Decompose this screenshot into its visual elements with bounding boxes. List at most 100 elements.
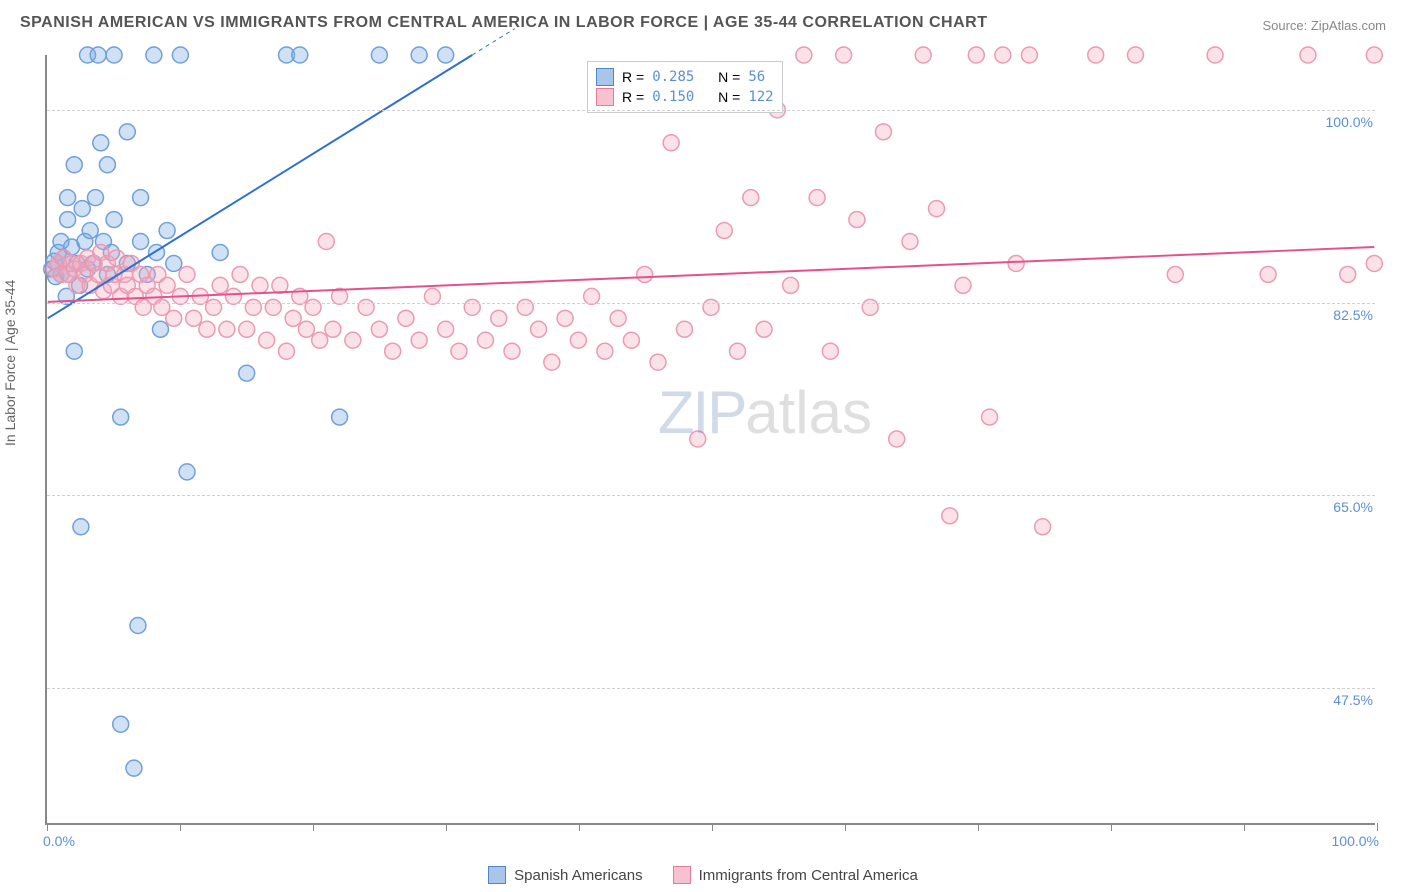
data-point bbox=[783, 277, 799, 293]
data-point bbox=[99, 157, 115, 173]
r-label: R = bbox=[622, 69, 644, 85]
data-point bbox=[411, 47, 427, 63]
data-point bbox=[371, 47, 387, 63]
data-point bbox=[106, 47, 122, 63]
data-point bbox=[756, 321, 772, 337]
data-point bbox=[650, 354, 666, 370]
data-point bbox=[239, 321, 255, 337]
data-point bbox=[942, 508, 958, 524]
data-point bbox=[544, 354, 560, 370]
swatch-icon bbox=[488, 866, 506, 884]
data-point bbox=[292, 47, 308, 63]
data-point bbox=[345, 332, 361, 348]
data-point bbox=[166, 255, 182, 271]
data-point bbox=[478, 332, 494, 348]
data-point bbox=[822, 343, 838, 359]
data-point bbox=[93, 135, 109, 151]
data-point bbox=[743, 190, 759, 206]
data-point bbox=[716, 223, 732, 239]
data-point bbox=[955, 277, 971, 293]
data-point bbox=[133, 190, 149, 206]
data-point bbox=[982, 409, 998, 425]
x-tick bbox=[579, 823, 580, 831]
data-point bbox=[279, 343, 295, 359]
data-point bbox=[60, 190, 76, 206]
data-point bbox=[88, 190, 104, 206]
data-point bbox=[74, 201, 90, 217]
data-point bbox=[312, 332, 328, 348]
swatch-icon bbox=[673, 866, 691, 884]
data-point bbox=[371, 321, 387, 337]
data-point bbox=[597, 343, 613, 359]
data-point bbox=[809, 190, 825, 206]
data-point bbox=[90, 47, 106, 63]
x-tick bbox=[712, 823, 713, 831]
data-point bbox=[730, 343, 746, 359]
data-point bbox=[411, 332, 427, 348]
data-point bbox=[504, 343, 520, 359]
data-point bbox=[212, 277, 228, 293]
data-point bbox=[929, 201, 945, 217]
data-point bbox=[1035, 519, 1051, 535]
data-point bbox=[1207, 47, 1223, 63]
data-point bbox=[298, 321, 314, 337]
n-value: 56 bbox=[748, 69, 765, 85]
data-point bbox=[113, 716, 129, 732]
y-tick-label: 65.0% bbox=[1329, 499, 1377, 515]
data-point bbox=[172, 47, 188, 63]
data-point bbox=[836, 47, 852, 63]
data-point bbox=[166, 310, 182, 326]
data-point bbox=[159, 277, 175, 293]
data-point bbox=[889, 431, 905, 447]
data-point bbox=[259, 332, 275, 348]
data-point bbox=[60, 212, 76, 228]
data-point bbox=[232, 266, 248, 282]
data-point bbox=[73, 519, 89, 535]
gridline bbox=[47, 495, 1375, 496]
data-point bbox=[968, 47, 984, 63]
data-point bbox=[239, 365, 255, 381]
data-point bbox=[106, 212, 122, 228]
x-tick bbox=[313, 823, 314, 831]
gridline bbox=[47, 303, 1375, 304]
data-point bbox=[690, 431, 706, 447]
data-point bbox=[1088, 47, 1104, 63]
data-point bbox=[325, 321, 341, 337]
data-point bbox=[531, 321, 547, 337]
data-point bbox=[451, 343, 467, 359]
data-point bbox=[133, 234, 149, 250]
data-point bbox=[796, 47, 812, 63]
data-point bbox=[1340, 266, 1356, 282]
legend-label: Immigrants from Central America bbox=[699, 867, 918, 884]
legend-item: Immigrants from Central America bbox=[673, 866, 918, 884]
data-point bbox=[82, 223, 98, 239]
data-point bbox=[285, 310, 301, 326]
gridline bbox=[47, 688, 1375, 689]
data-point bbox=[212, 245, 228, 261]
data-point bbox=[438, 47, 454, 63]
x-tick bbox=[47, 823, 48, 831]
y-tick-label: 47.5% bbox=[1329, 692, 1377, 708]
data-point bbox=[1366, 47, 1382, 63]
n-label: N = bbox=[718, 89, 740, 105]
legend-row: R = 0.285 N = 56 bbox=[596, 68, 774, 86]
data-point bbox=[915, 47, 931, 63]
data-point bbox=[849, 212, 865, 228]
data-point bbox=[1128, 47, 1144, 63]
data-point bbox=[1021, 47, 1037, 63]
correlation-legend: R = 0.285 N = 56 R = 0.150 N = 122 bbox=[587, 61, 783, 113]
data-point bbox=[186, 310, 202, 326]
x-tick bbox=[1111, 823, 1112, 831]
data-point bbox=[113, 409, 129, 425]
data-point bbox=[398, 310, 414, 326]
x-tick bbox=[978, 823, 979, 831]
legend-label: Spanish Americans bbox=[514, 867, 642, 884]
data-point bbox=[676, 321, 692, 337]
data-point bbox=[610, 310, 626, 326]
swatch-icon bbox=[596, 68, 614, 86]
data-point bbox=[557, 310, 573, 326]
data-point bbox=[637, 266, 653, 282]
swatch-icon bbox=[596, 88, 614, 106]
data-point bbox=[126, 760, 142, 776]
data-point bbox=[438, 321, 454, 337]
